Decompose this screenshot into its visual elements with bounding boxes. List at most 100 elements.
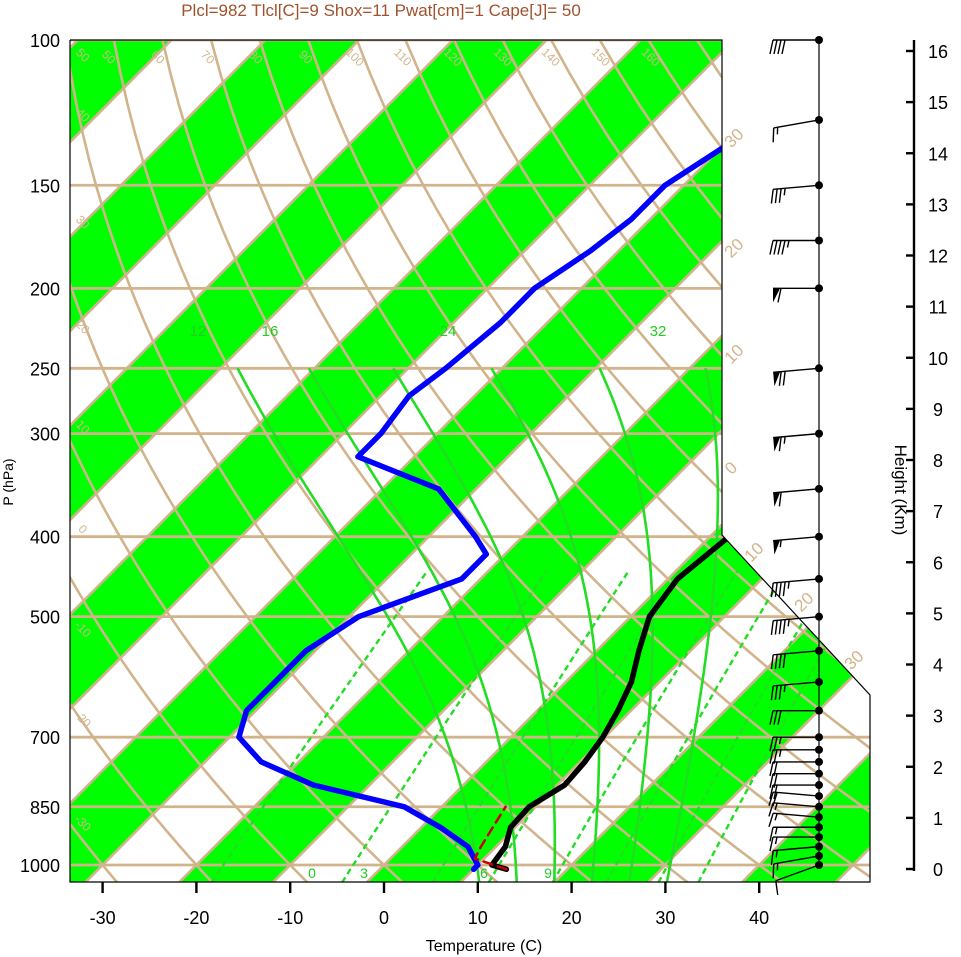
wind-barb-shaft (773, 119, 820, 129)
wind-half-barb (783, 684, 786, 693)
wind-full-barb (773, 39, 778, 55)
wind-barb (770, 574, 823, 598)
isotherm (161, 40, 870, 882)
wind-barb (770, 842, 823, 865)
wind-barb (772, 115, 823, 143)
wind-barb (769, 706, 823, 725)
sounding-traces (236, 40, 870, 873)
isotherm (70, 40, 586, 882)
isotherm-label: 30 (721, 125, 748, 152)
moist-adiabat-label: 24 (440, 323, 457, 340)
height-tick-label: 10 (928, 349, 948, 369)
y-tick-label: 400 (30, 528, 60, 548)
wind-pennant (773, 288, 780, 303)
wind-full-barb (778, 492, 782, 507)
wind-full-barb (773, 784, 778, 800)
temperature-band (70, 40, 585, 882)
wind-half-barb (774, 836, 778, 845)
dry-adiabat (70, 40, 594, 882)
plot-border (69, 39, 871, 883)
wind-half-barb (779, 539, 782, 548)
wind-full-barb (777, 240, 782, 255)
isotherm (536, 40, 870, 882)
dry-adiabat (209, 40, 870, 882)
wind-barb (768, 802, 823, 817)
y-axis-label: P (hPa) (0, 458, 16, 505)
moist-adiabat (392, 367, 557, 882)
wind-barb (775, 861, 823, 896)
wind-full-barb (777, 710, 782, 725)
wind-full-barb (769, 737, 774, 752)
wind-full-barb (775, 880, 779, 896)
wind-full-barb (773, 773, 778, 788)
temperature-band (70, 40, 772, 882)
mixing-ratio-label: 6 (480, 865, 488, 881)
y-tick-label: 500 (30, 608, 60, 628)
wind-half-barb (787, 581, 790, 589)
mixing-ratio-label: 3 (360, 865, 368, 881)
dry-adiabat (70, 40, 214, 882)
height-tick-label: 13 (928, 195, 948, 215)
wind-full-barb (777, 39, 782, 55)
wind-full-barb (781, 240, 786, 255)
wind-barb (769, 823, 823, 842)
height-tick-label: 3 (933, 707, 943, 727)
height-tick-label: 15 (928, 93, 948, 113)
wind-barb (769, 745, 823, 764)
y-tick-label: 1000 (20, 856, 60, 876)
wind-half-barb (787, 619, 790, 627)
wind-full-barb (774, 188, 778, 204)
wind-full-barb (770, 582, 774, 598)
wind-full-barb (778, 685, 782, 700)
x-tick-label: -10 (277, 908, 303, 928)
wind-full-barb (778, 582, 782, 597)
wind-barb-shaft (773, 802, 820, 808)
moist-adiabat-label: 12 (190, 323, 207, 340)
wind-full-barb (781, 39, 786, 55)
wind-full-barb (769, 749, 774, 764)
isotherm-label: 140 (539, 45, 563, 69)
temperature-band (0, 2, 21, 899)
wind-full-barb (772, 863, 775, 879)
axes: -30 -20 -10 0 10 20 30 401001502002503004005007… (20, 31, 769, 928)
wind-half-barb (774, 813, 778, 821)
height-tick-label: 12 (928, 247, 948, 267)
isotherm-label: 110 (391, 45, 415, 69)
height-tick-label: 4 (933, 656, 943, 676)
wind-barb (773, 429, 823, 452)
dry-adiabat (744, 40, 870, 882)
height-tick-label: 16 (928, 42, 948, 62)
x-tick-label: 10 (468, 908, 488, 928)
isotherm-label: 0 (721, 458, 741, 478)
wind-pennant (773, 371, 781, 387)
wind-barb-shaft (773, 184, 820, 190)
wind-full-barb (774, 620, 778, 635)
height-tick-label: 9 (933, 400, 943, 420)
height-tick-label: 2 (933, 758, 943, 778)
wind-barb-shaft (773, 578, 820, 584)
height-tick-label: 8 (933, 451, 943, 471)
isotherm (70, 40, 492, 882)
wind-full-barb (778, 371, 782, 386)
y-tick-label: 200 (30, 279, 60, 299)
wind-full-barb (774, 685, 778, 700)
wind-pennant (773, 437, 781, 452)
wind-barb (769, 236, 823, 255)
wind-barb-shaft (773, 367, 820, 374)
isotherm (70, 40, 398, 882)
wind-full-barb (773, 761, 778, 777)
wind-full-barb (774, 654, 778, 669)
wind-full-barb (769, 761, 774, 777)
isotherm (70, 40, 304, 882)
wind-barb (769, 733, 823, 752)
mixing-ratio-label-group: 12 16 24 32 0 3 6 9 (190, 323, 667, 881)
x-axis-label: Temperature (C) (426, 938, 542, 955)
wind-full-barb (769, 240, 774, 255)
height-tick-label: 6 (933, 553, 943, 573)
wind-barb (770, 181, 823, 204)
wind-full-barb (769, 710, 774, 725)
wind-full-barb (777, 288, 782, 303)
wind-half-barb (774, 802, 778, 811)
